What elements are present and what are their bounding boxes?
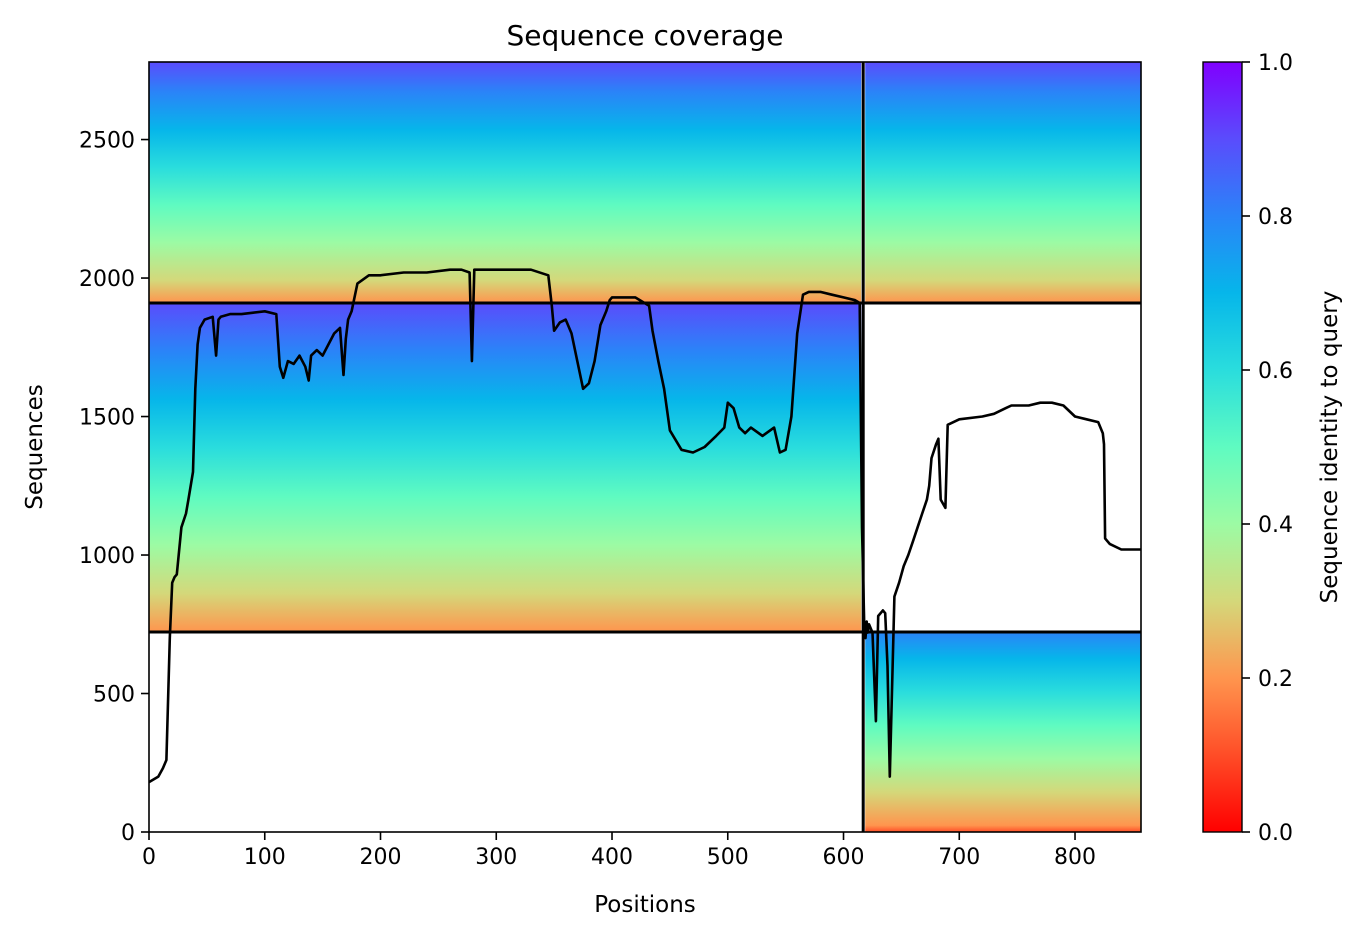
coverage-heatmap [149,62,1141,832]
y-tick-label: 2000 [79,267,135,292]
heatmap-block [149,302,862,633]
coverage-line-group [149,268,1141,784]
x-axis: 0 100 200 300 400 500 600 700 800 [142,832,1096,870]
colorbar-tick-label: 0.8 [1258,205,1293,230]
colorbar-tick-label: 0.6 [1258,359,1293,384]
chart-title: Sequence coverage [506,19,783,52]
y-tick-label: 2500 [79,129,135,154]
y-tick-label: 500 [93,683,135,708]
y-tick-label: 0 [121,821,135,846]
heatmap-block [865,632,1141,832]
x-tick-label: 200 [360,845,402,870]
y-tick-label: 1000 [79,544,135,569]
x-tick-label: 700 [938,845,980,870]
colorbar-label: Sequence identity to query [1317,291,1343,604]
y-axis-label: Sequences [22,384,48,509]
x-tick-label: 100 [244,845,286,870]
y-tick-label: 1500 [79,406,135,431]
heatmap-block [149,62,862,303]
x-tick-label: 400 [591,845,633,870]
colorbar-tick-label: 0.0 [1258,821,1293,846]
x-axis-label: Positions [594,892,696,918]
x-tick-label: 0 [142,845,156,870]
colorbar-tick-label: 0.4 [1258,513,1293,538]
x-tick-label: 500 [707,845,749,870]
x-tick-label: 800 [1054,845,1096,870]
colorbar-tick-label: 0.2 [1258,667,1293,692]
colorbar-axis: 0.0 0.2 0.4 0.6 0.8 1.0 [1242,51,1293,846]
colorbar-tick-label: 1.0 [1258,51,1293,76]
x-tick-label: 600 [823,845,865,870]
coverage-line [149,268,1141,784]
x-tick-label: 300 [475,845,517,870]
plot-frame [148,61,1142,833]
colorbar [1202,61,1243,833]
heatmap-block [865,62,1141,303]
y-axis: 0 500 1000 1500 2000 2500 [79,129,149,846]
